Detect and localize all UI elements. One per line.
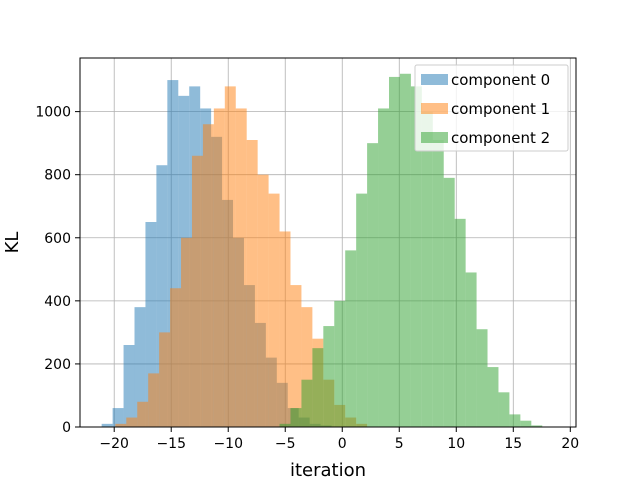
legend-box [414,64,569,152]
histogram-bar [476,329,488,427]
x-tick-label: −10 [213,436,243,452]
histogram-bar [101,423,113,427]
histogram-bar [378,108,390,427]
x-tick-label: 10 [447,436,465,452]
y-tick-label: 0 [62,420,71,436]
histogram-bar [224,86,236,427]
histogram-bar [290,408,302,427]
histogram-bar [181,237,192,427]
x-tick-label: −5 [275,436,296,452]
legend: component 0 component 1 component 2 [414,64,569,152]
histogram-bar [432,140,444,427]
histogram-bar [137,401,149,427]
y-tick-label: 600 [44,231,71,247]
histogram-bar [115,423,127,427]
x-tick-label: 0 [338,436,347,452]
histogram-bar [112,408,124,427]
histogram-bar [454,218,466,427]
legend-swatch [421,132,448,143]
histogram-bar [279,231,291,427]
histogram-bar [213,108,225,427]
histogram-bar [290,285,302,427]
histogram-bar [498,392,510,427]
histogram-bar [202,124,214,427]
histogram-bar [167,80,179,428]
histogram-bar [301,307,313,427]
legend-swatch [421,103,448,114]
histogram-bar [279,423,291,427]
histogram-bar [356,193,368,427]
histogram-bar [246,140,258,427]
histogram-bar [520,420,532,427]
histogram-bar [191,155,203,427]
y-tick-label: 1000 [35,105,71,121]
histogram-bar [509,414,521,427]
bars [101,73,543,428]
histogram-bar [235,108,247,427]
histogram-bar [399,73,411,428]
histogram-bar [443,177,455,427]
x-tick-label: 20 [561,436,579,452]
histogram-bar [345,250,357,427]
histogram-bar [134,307,146,427]
legend-swatch [421,74,448,85]
plot-frame [79,57,577,428]
histogram-bar [257,174,269,427]
y-tick-label: 800 [44,168,71,184]
histogram-bar [301,379,313,427]
x-tick-label: 5 [395,436,404,452]
histogram-bar [145,222,157,427]
legend-label: component 2 [451,129,550,147]
histogram-bar [126,417,138,427]
histogram-bar [323,326,335,427]
histogram-bar [389,76,400,427]
histogram-bar [531,425,543,427]
y-axis-label: KL [2,232,23,254]
histogram-bar [123,345,135,427]
histogram-bar [410,86,422,427]
histogram-bar [367,143,379,427]
histogram-bar [170,288,182,427]
histogram-bar [312,348,324,427]
x-tick-label: −15 [156,436,186,452]
x-tick-label: 15 [504,436,522,452]
histogram-bar [148,373,160,427]
series-1-bars [115,86,368,427]
histogram-bar [159,332,171,427]
y-tick-label: 200 [44,357,71,373]
histogram-bar [334,300,346,427]
x-tick-label: −20 [99,436,129,452]
histogram-bar [421,111,433,427]
y-tick-label: 400 [44,294,71,310]
histogram-bar [465,272,477,427]
series-2-bars [279,73,543,428]
histogram-bar [487,367,499,427]
legend-label: component 0 [451,71,550,89]
legend-label: component 1 [451,100,550,118]
x-axis-label: iteration [290,460,366,480]
histogram-bar [156,165,168,427]
histogram-bar [268,193,280,427]
